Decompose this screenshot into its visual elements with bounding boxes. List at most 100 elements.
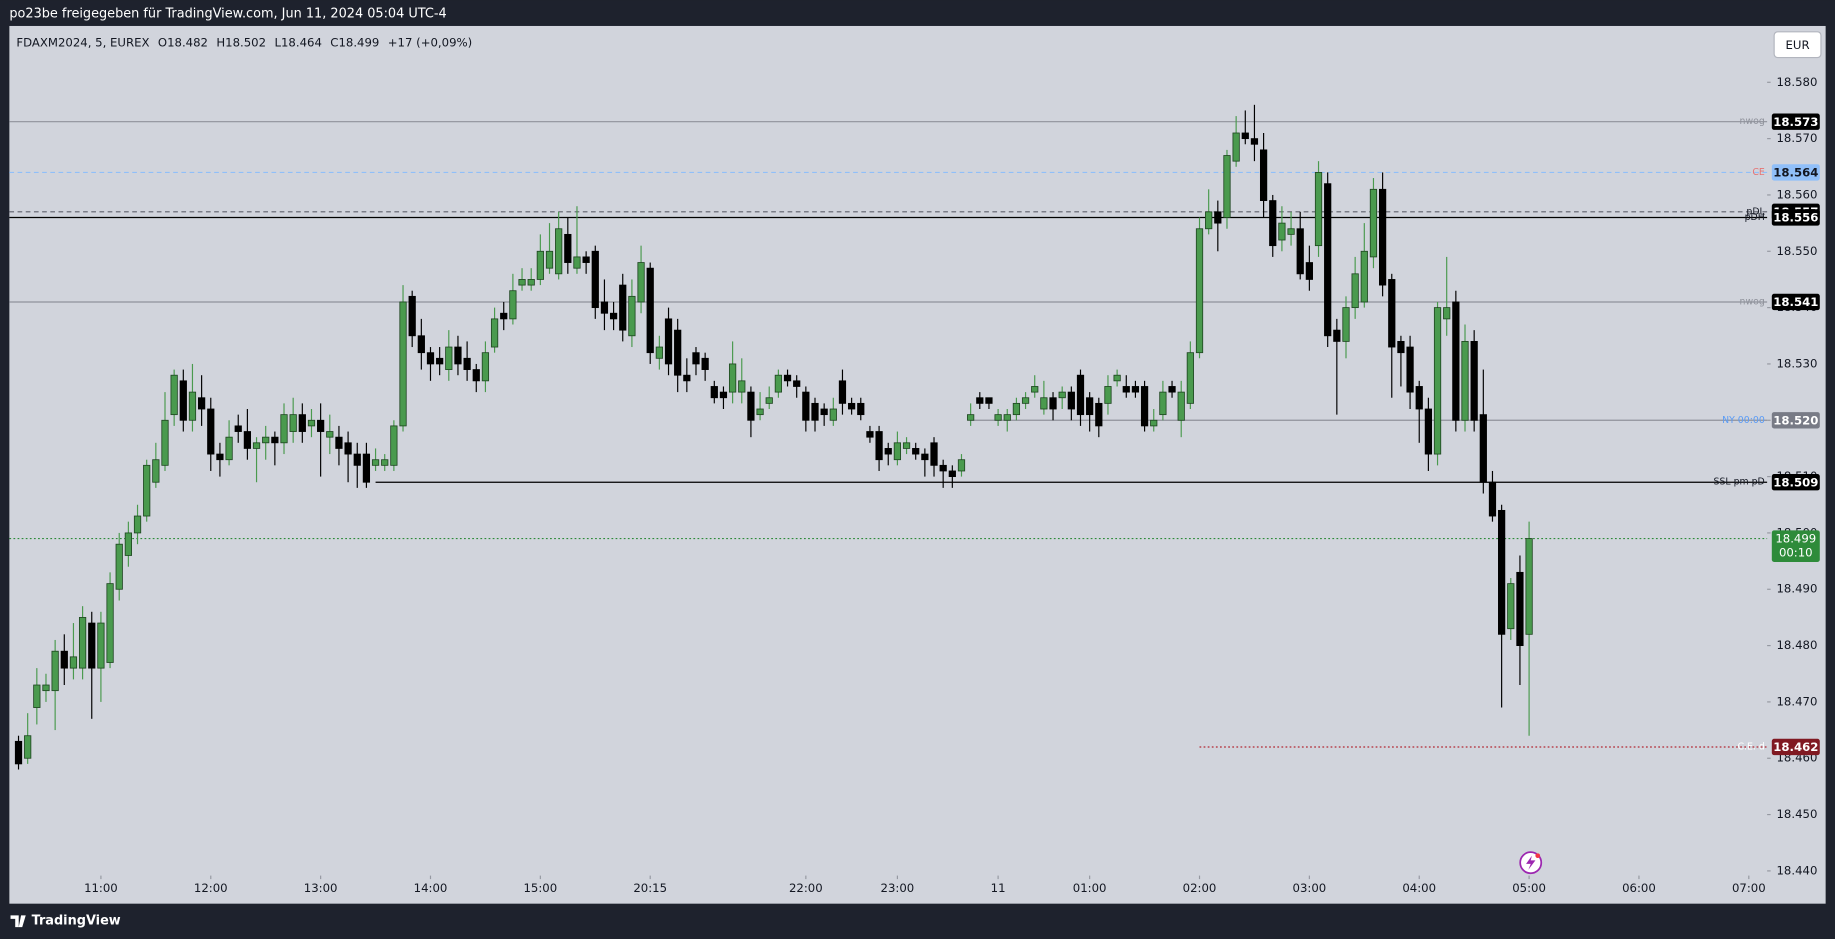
x-tick-label: 01:00 <box>1073 881 1107 895</box>
level-label: pDH <box>1745 212 1765 223</box>
candle-body <box>683 374 691 382</box>
candle-body <box>802 391 810 421</box>
candle-body <box>1516 571 1524 646</box>
candle-body <box>481 352 490 382</box>
currency-label[interactable]: EUR <box>1786 38 1810 52</box>
legend-high: H18.502 <box>216 35 266 49</box>
y-tick-label: 18.550 <box>1776 244 1817 258</box>
level-price-box <box>1771 113 1820 130</box>
candle-body <box>875 431 883 461</box>
candle-body <box>1305 262 1313 280</box>
candle-body <box>490 318 499 348</box>
candle-body <box>88 622 96 669</box>
candle-body <box>1507 583 1515 630</box>
candle-body <box>307 419 316 427</box>
candle-body <box>1131 386 1140 393</box>
x-tick-label: 11 <box>991 881 1006 895</box>
candle-body <box>509 290 517 320</box>
candle-body <box>820 408 828 416</box>
candle-body <box>527 279 535 286</box>
candle-body <box>1067 391 1075 410</box>
level-label: NY 00:00 <box>1722 415 1765 426</box>
candle-body <box>1095 402 1103 427</box>
x-tick-label: 02:00 <box>1183 881 1217 895</box>
candle-body <box>207 408 215 455</box>
candle-body <box>188 391 197 421</box>
candle-body <box>317 419 325 432</box>
candle-body <box>124 532 132 556</box>
y-tick-label: 18.580 <box>1776 75 1817 89</box>
candle-body <box>362 453 371 483</box>
candle-body <box>829 408 837 421</box>
candle-body <box>33 684 41 708</box>
candle-body <box>1159 391 1167 416</box>
level-label: SSL pm pD <box>1714 477 1765 488</box>
candle-body <box>536 250 544 280</box>
legend-symbol: FDAXM2024, 5, EUREX <box>16 35 149 49</box>
candle-body <box>1369 188 1378 258</box>
x-tick-label: 11:00 <box>84 881 118 895</box>
candle-body <box>710 386 718 399</box>
candle-body <box>921 453 929 461</box>
candle-body <box>628 295 636 337</box>
candle-body <box>1223 155 1231 218</box>
candle-body <box>902 442 911 449</box>
candle-body <box>152 459 160 483</box>
brand: TradingView <box>10 914 121 929</box>
candle-body <box>42 684 50 692</box>
legend-low: L18.464 <box>274 35 321 49</box>
x-tick-label: 06:00 <box>1622 881 1656 895</box>
candle-body <box>1360 250 1368 303</box>
candle-body <box>619 284 627 331</box>
candle-body <box>417 335 425 354</box>
y-tick-label: 18.490 <box>1776 582 1817 596</box>
candle-body <box>948 470 956 478</box>
candle-body <box>1461 340 1469 421</box>
candle-body <box>500 312 508 320</box>
candle-body <box>912 448 920 455</box>
candle-body <box>170 374 178 416</box>
currency-button[interactable]: EUR <box>1773 31 1822 59</box>
candle-body <box>1168 386 1176 393</box>
y-tick-label: 18.470 <box>1776 694 1817 708</box>
level-price-label: 18.509 <box>1773 475 1818 489</box>
candle-body <box>106 583 114 663</box>
candle-body <box>1470 340 1478 421</box>
candle-body <box>985 397 993 404</box>
candle-body <box>445 346 453 370</box>
x-tick-label: 07:00 <box>1732 881 1766 895</box>
candle-body <box>1195 228 1204 354</box>
x-tick-label: 22:00 <box>789 881 823 895</box>
candle-body <box>838 380 847 404</box>
candle-body <box>1086 397 1094 416</box>
candle-body <box>564 233 572 263</box>
candle-body <box>930 442 938 466</box>
candle-body <box>69 656 78 669</box>
candle-body <box>545 250 554 269</box>
level-price-label: 18.462 <box>1773 740 1818 754</box>
alert-icon[interactable] <box>1519 851 1543 875</box>
candle-body <box>747 391 755 421</box>
level-label: CE <box>1752 167 1765 178</box>
y-tick-label: 18.450 <box>1776 807 1817 821</box>
level-price-label: 18.520 <box>1773 413 1818 427</box>
candle-body <box>646 267 654 354</box>
candle-body <box>1269 200 1277 247</box>
candle-body <box>51 650 59 692</box>
candle-body <box>335 436 343 449</box>
candle-body <box>674 329 682 376</box>
candle-body <box>1205 211 1213 230</box>
price-labels: 18.57318.56418.55718.55618.54118.52018.5… <box>1771 113 1820 756</box>
currency-box[interactable] <box>1773 31 1822 59</box>
candle-body <box>756 408 764 416</box>
candle-body <box>390 425 398 466</box>
x-tick-label: 04:00 <box>1402 881 1436 895</box>
candle-body <box>1406 346 1414 393</box>
level-label: pDL <box>1746 206 1765 217</box>
x-tick-label: 15:00 <box>524 881 558 895</box>
candle-body <box>582 256 590 263</box>
candle-body <box>1287 228 1295 235</box>
candle-body <box>884 448 892 455</box>
candle-body <box>994 414 1002 421</box>
